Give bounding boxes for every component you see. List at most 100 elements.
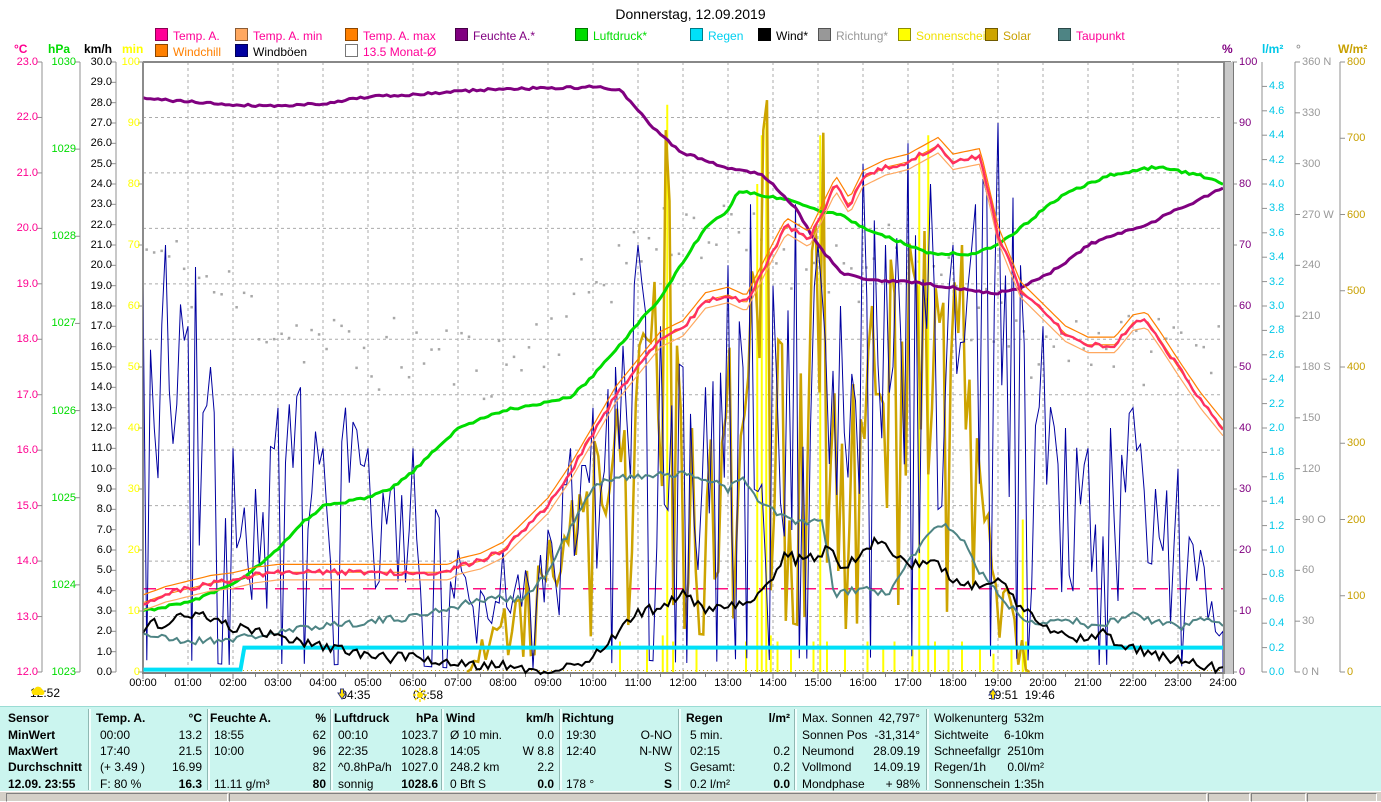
richtung-dot [490,395,493,398]
richtung-dot [565,315,568,318]
richtung-dot [385,335,388,339]
info-value: 532m [1013,711,1044,725]
axis-tick-label: 1.0 [96,645,112,658]
richtung-dot [197,276,201,280]
axis-tick-label: 19.0 [16,277,38,290]
moonset-marker: 04:35 [337,688,370,702]
richtung-dot [640,260,643,263]
page-title: Donnerstag, 12.09.2019 [615,6,766,22]
axis-tick-label: 700 [1347,132,1366,145]
axis-tick-label: 300 [1347,437,1366,450]
richtung-dot [422,362,426,365]
richtung-dot [520,369,523,372]
axis-tick-label: 14.0 [16,555,38,568]
axis-tick-label: 90 O [1302,513,1326,526]
table-divider [441,709,444,790]
axis-tick-label: 360 N [1302,56,1332,68]
legend-item-solar: Solar [985,28,1031,43]
axis-tick-label: 20.0 [90,259,112,272]
richtung-dot [775,262,778,265]
richtung-dot [1120,320,1123,324]
axis-tick-label: 16.0 [90,340,112,353]
stat-value: 13.2 [178,728,202,742]
stat-value: 1028.8 [401,744,438,758]
axis-tick-label: 18.0 [16,333,38,346]
legend-item-wind-: Wind* [758,28,808,43]
axis-tick-label: 4.0 [96,584,112,597]
legend-swatch [235,44,248,57]
richtung-dot [685,213,688,216]
stat-time: (+ 3.49 ) [100,760,146,774]
col-unit: l/m² [768,711,790,725]
legend-label: Temp. A. min [253,29,323,43]
richtung-dot [850,267,853,270]
info-value: 6-10km [1003,728,1044,742]
legend-item-temp-a-: Temp. A. [155,28,220,43]
richtung-dot [437,348,441,351]
legend-item-temp-a-min: Temp. A. min [235,28,323,43]
richtung-dot [467,335,471,339]
info-value: + 98% [885,777,920,791]
legend-label: Regen [708,29,744,43]
richtung-dot [955,284,958,288]
richtung-dot [280,332,283,336]
legend-item-13-5-monat-: 13.5 Monat-Ø [345,44,436,59]
richtung-dot [370,375,373,378]
richtung-dot [715,243,718,246]
x-tick-label: 11:00 [624,677,652,689]
axis-tick-label: 23.0 [16,56,38,68]
axis-tick-label: 3.8 [1269,202,1285,215]
axis-tick-label: 330 [1302,106,1321,119]
axis-tick-label: 24.0 [90,178,112,190]
axis-tick-label: 2.8 [1269,324,1285,337]
axis-tick-label: 22.0 [90,218,112,231]
x-tick-label: 09:00 [534,677,562,689]
x-tick-label: 00:00 [129,677,157,689]
richtung-dot [1142,383,1146,387]
richtung-dot [595,281,598,284]
legend-item-windchill: Windchill [155,44,221,59]
axis-tick-label: 14.0 [90,381,112,394]
richtung-dot [445,329,448,332]
axis-tick-label: 5.0 [96,564,112,577]
richtung-dot [985,287,988,291]
info-label: Wolkenunterg [934,711,1008,725]
col-unit: hPa [415,711,438,725]
axis-tick-label: 8.0 [96,503,112,516]
axis-tick-label: 40 [1239,422,1252,434]
series-temp_min [142,152,1224,611]
stat-time: 18:55 [214,728,245,742]
richtung-dot [1090,363,1093,367]
legend-swatch [155,44,168,57]
series-wind [142,535,1224,676]
table-divider [207,709,210,790]
stat-value: 2.2 [537,760,554,774]
axis-tick-label: 4.4 [1269,129,1285,142]
stat-time: Ø 10 min. [450,728,503,742]
axis-tick-label: 0.2 [1269,641,1285,654]
richtung-dot [977,306,981,309]
stat-time: 12:40 [566,744,597,758]
axis-tick-label: 3.0 [96,605,112,617]
axis-tick-label: 0 [1347,666,1354,678]
stat-value: N-NW [639,744,672,758]
richtung-dot [1097,331,1101,335]
axis-tick-label: 18.0 [90,300,112,312]
stat-time: 22:35 [338,744,369,758]
richtung-dot [700,256,703,260]
axis-tick-label: 200 [1347,513,1366,526]
richtung-dot [752,212,756,215]
status-segment [1208,793,1250,802]
axis-tick-label: 15.0 [16,499,38,512]
richtung-dot [272,337,276,341]
axis-tick-label: 0 [133,666,140,678]
axis-tick-label: 28.0 [90,96,112,109]
stat-time: 19:30 [566,728,597,742]
stat-value: 80 [312,777,326,791]
x-tick-label: 14:00 [759,677,787,689]
axis-tick-label: 25.0 [90,157,112,170]
axis-tick-label: 3.4 [1269,251,1285,264]
legend-label: Richtung* [836,29,889,43]
richtung-dot [1209,371,1213,375]
axis-tick-label: 16.0 [16,444,38,457]
